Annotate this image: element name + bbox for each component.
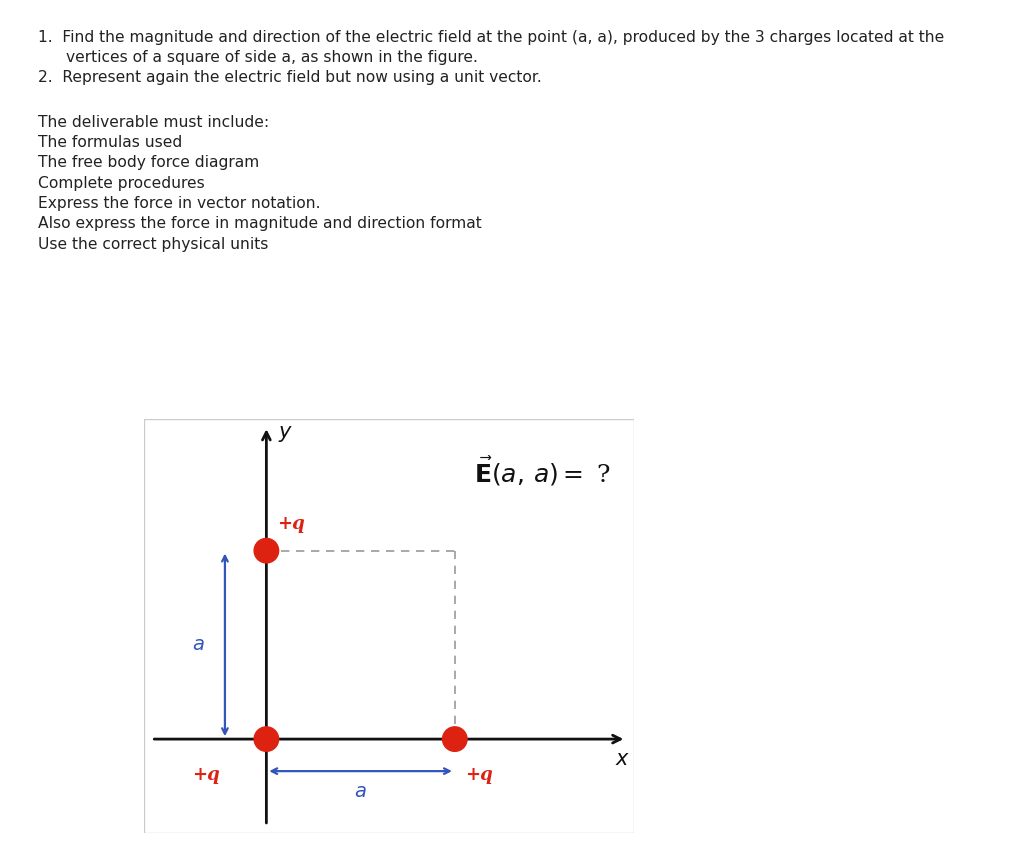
- Text: $y$: $y$: [278, 424, 293, 444]
- Text: vertices of a square of side a, as shown in the figure.: vertices of a square of side a, as shown…: [66, 50, 478, 65]
- Circle shape: [255, 727, 279, 751]
- Text: The free body force diagram: The free body force diagram: [38, 156, 260, 171]
- Text: 2.  Represent again the electric field but now using a unit vector.: 2. Represent again the electric field bu…: [38, 70, 542, 85]
- Text: 1.  Find the magnitude and direction of the electric field at the point (a, a), : 1. Find the magnitude and direction of t…: [38, 30, 944, 45]
- Text: $x$: $x$: [615, 750, 630, 769]
- Text: The deliverable must include:: The deliverable must include:: [38, 115, 270, 130]
- Text: +q: +q: [277, 515, 305, 533]
- Text: +q: +q: [466, 766, 493, 784]
- Text: Complete procedures: Complete procedures: [38, 176, 205, 191]
- Text: +q: +q: [192, 766, 220, 784]
- Text: $\vec{\mathbf{E}}(a,\,a) = $ ?: $\vec{\mathbf{E}}(a,\,a) = $ ?: [474, 455, 611, 488]
- Text: $a$: $a$: [192, 636, 205, 654]
- Text: Use the correct physical units: Use the correct physical units: [38, 237, 269, 252]
- Circle shape: [442, 727, 467, 751]
- Text: $a$: $a$: [355, 783, 367, 801]
- Text: Also express the force in magnitude and direction format: Also express the force in magnitude and …: [38, 217, 482, 232]
- Text: The formulas used: The formulas used: [38, 135, 183, 151]
- Text: Express the force in vector notation.: Express the force in vector notation.: [38, 196, 321, 212]
- Circle shape: [255, 538, 279, 563]
